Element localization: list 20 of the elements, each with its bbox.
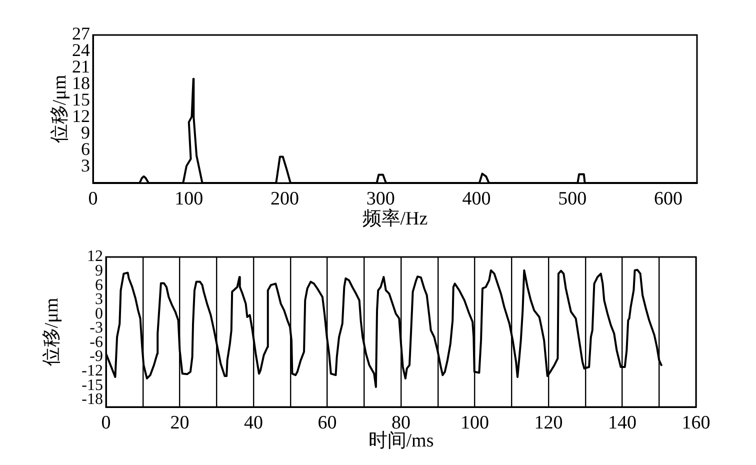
y-tick-label: -18 [82,391,103,408]
x-axis-title: 频率/Hz [362,208,428,230]
y-axis-title: 位移/μm [49,74,70,144]
x-tick-label: 20 [170,412,190,434]
x-tick-label: 100 [174,188,204,210]
x-tick-label: 400 [462,188,491,210]
x-tick-label: 120 [534,412,563,434]
x-tick-label: 300 [366,188,395,210]
x-tick-label: 600 [654,188,682,210]
y-axis-title: 位移/μm [41,298,62,366]
x-tick-label: 160 [682,412,710,434]
y-tick-label: 6 [95,276,103,294]
x-tick-label: 140 [608,412,636,434]
x-tick-label: 500 [558,188,587,210]
x-axis-title: 时间/ms [368,430,434,452]
x-tick-label: 200 [270,188,299,210]
x-tick-label: 40 [244,412,263,434]
y-tick-label: -15 [82,376,103,394]
x-tick-label: 60 [318,412,337,434]
x-tick-label: 100 [460,412,489,434]
